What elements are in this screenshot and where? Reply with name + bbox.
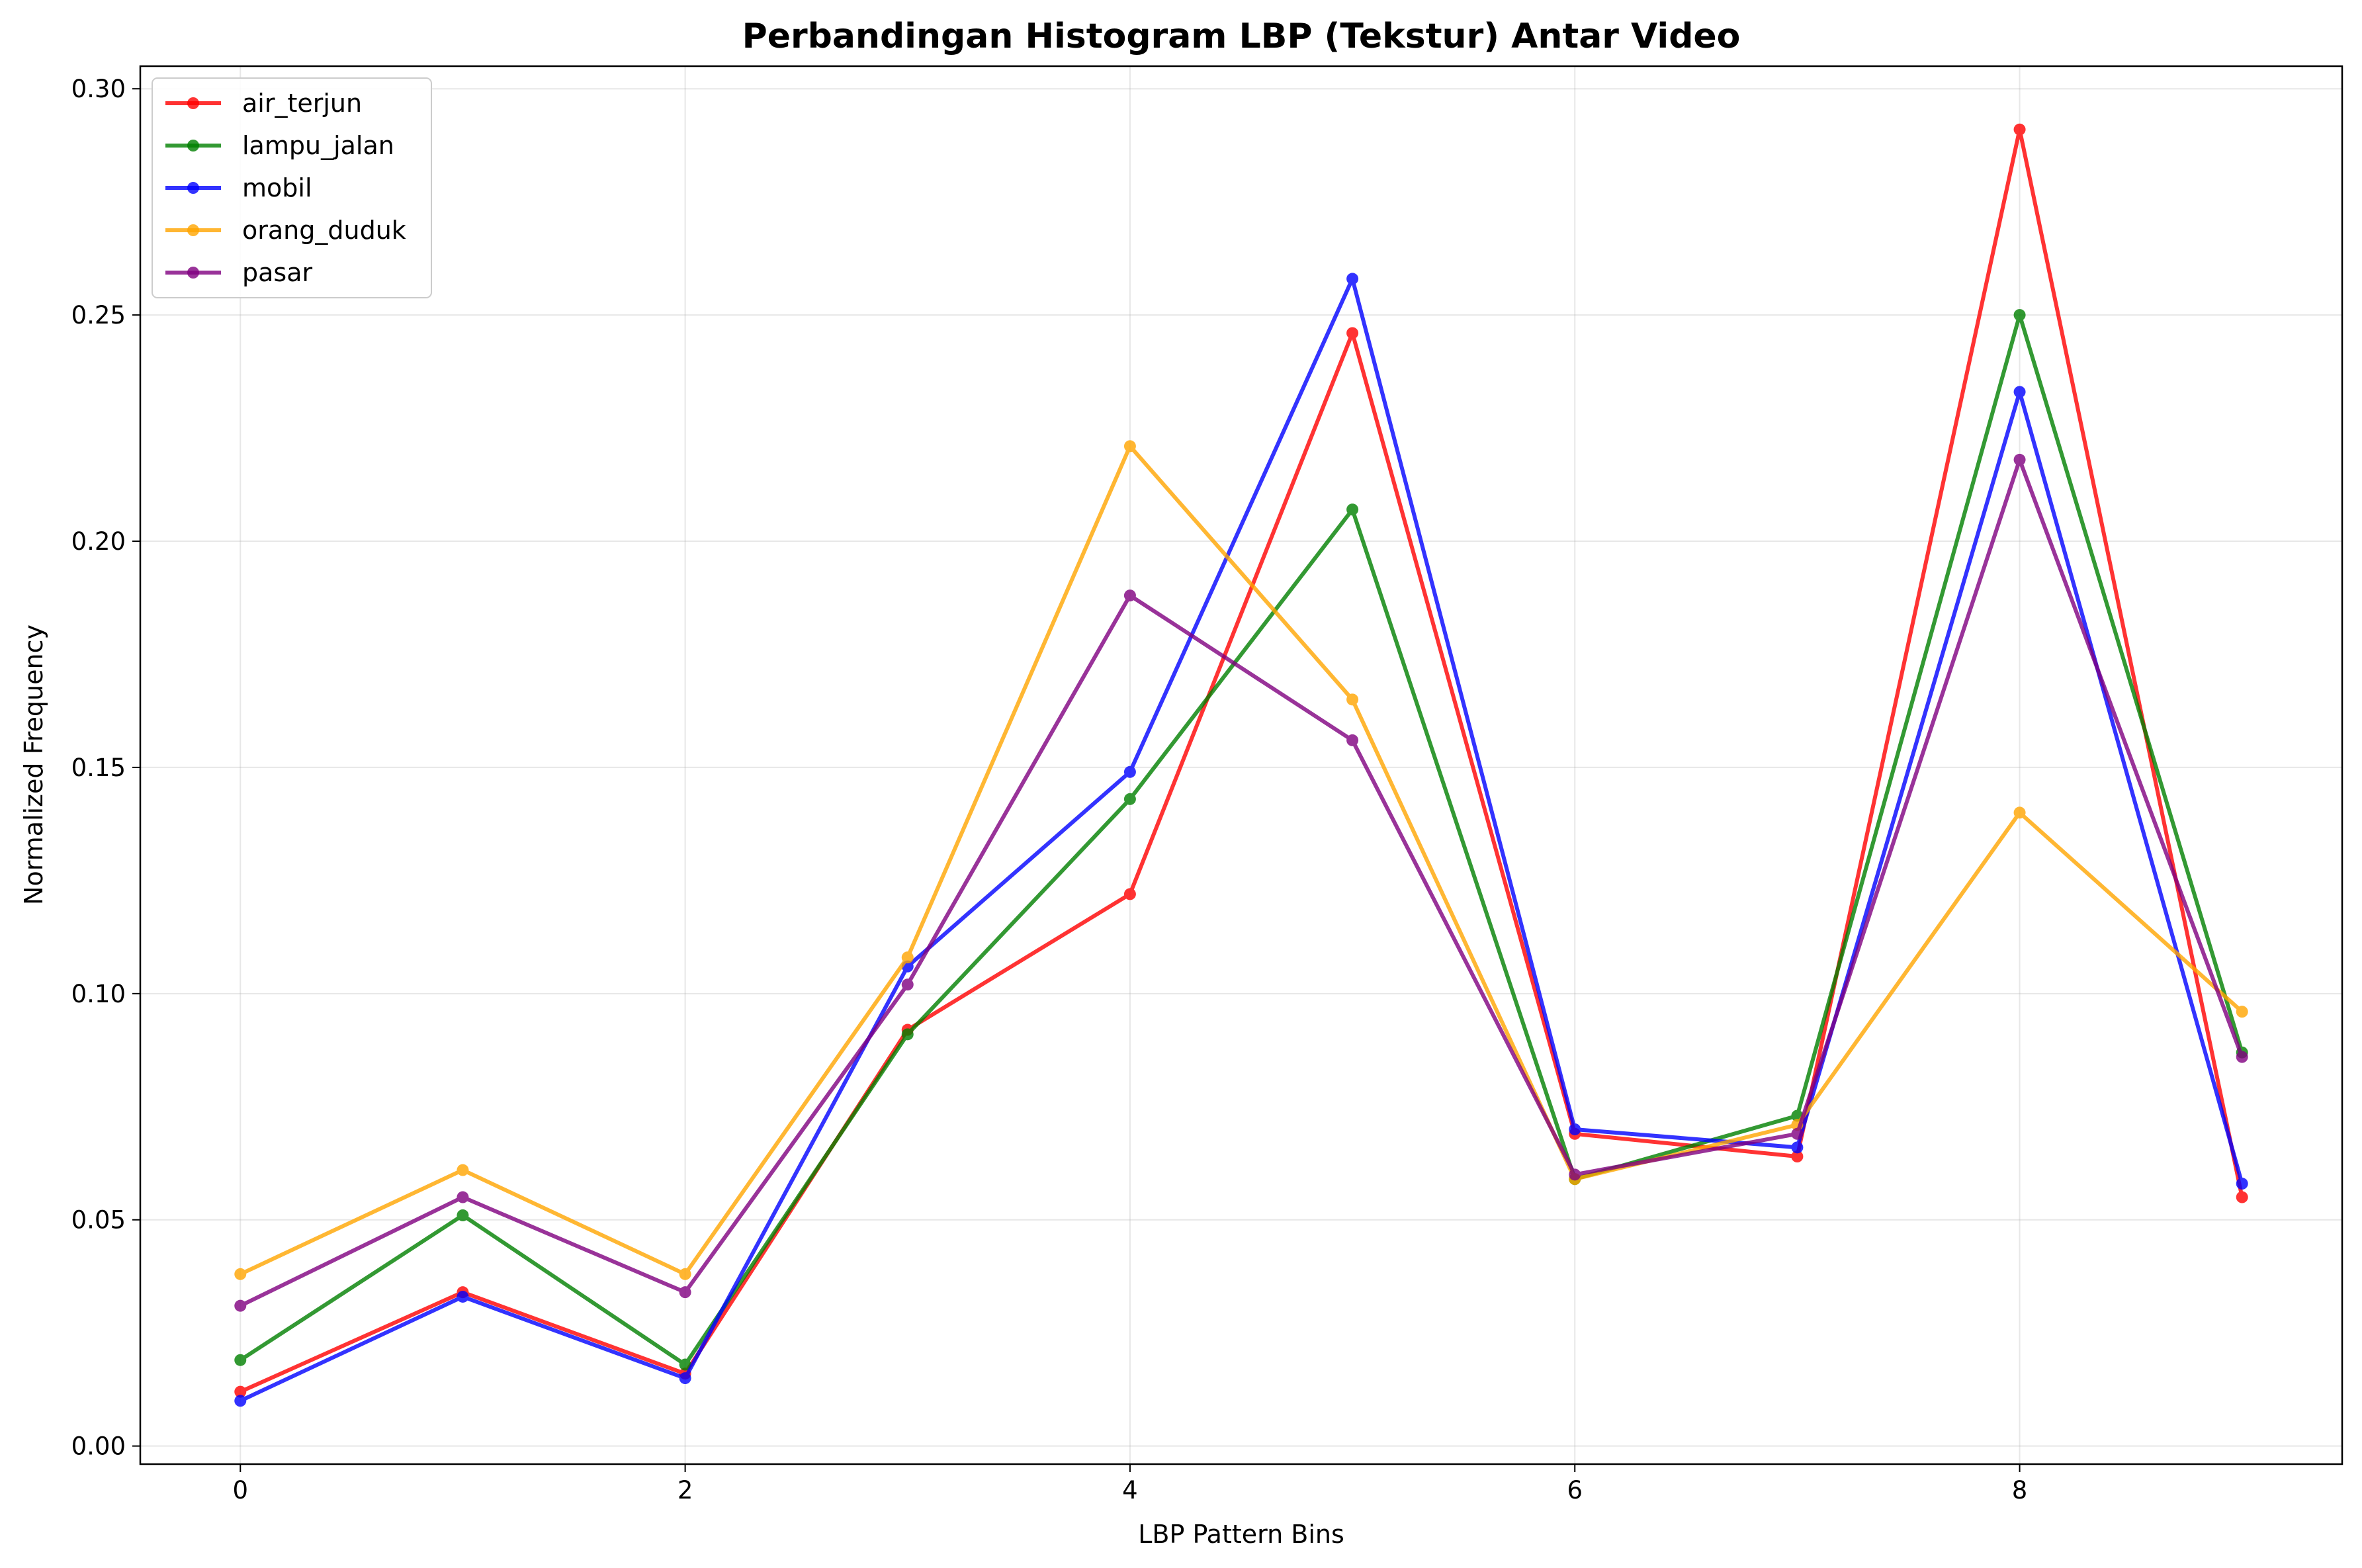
data-point-air-terjun [2013,123,2026,136]
data-point-pasar [1346,734,1359,746]
data-point-mobil [1346,273,1359,285]
y-tick-label: 0.00 [71,1432,126,1461]
data-point-lampu-jalan [457,1209,469,1221]
data-point-lampu-jalan [901,1028,914,1041]
series-orang-duduk [234,440,2248,1280]
data-point-orang-duduk [1346,693,1359,706]
data-point-mobil [1791,1141,1804,1154]
data-point-pasar [679,1286,691,1299]
data-point-air-terjun [1346,327,1359,339]
x-axis-label: LBP Pattern Bins [1138,1520,1344,1549]
legend-item-lampu-jalan: lampu_jalan [165,131,394,160]
data-point-pasar [2013,453,2026,466]
series-pasar [234,453,2248,1312]
data-point-air-terjun [234,1385,247,1398]
plot-frame [139,65,2343,1465]
x-tick-label: 6 [1567,1476,1583,1504]
data-point-orang-duduk [457,1164,469,1176]
data-point-pasar [2236,1051,2248,1063]
data-point-orang-duduk [901,951,914,964]
legend-item-mobil: mobil [165,173,312,202]
series-line-air-terjun [238,127,2244,1394]
y-axis-label: Normalized Frequency [19,625,48,905]
data-point-air-terjun [1791,1151,1804,1163]
y-tick-label: 0.15 [71,754,126,782]
data-point-mobil [2013,386,2026,398]
data-point-air-terjun [1123,888,1136,900]
x-tick-label: 2 [678,1476,693,1504]
x-tick-label: 8 [2012,1476,2028,1504]
series-line-mobil [238,277,2244,1403]
legend-swatch-marker [187,224,199,236]
data-point-lampu-jalan [1123,793,1136,805]
legend-swatch-marker [187,140,199,152]
data-point-orang-duduk [1123,440,1136,453]
series-line-orang-duduk [238,444,2244,1276]
data-point-orang-duduk [2236,1006,2248,1018]
y-tick-label: 0.30 [71,75,126,103]
legend-box [152,77,432,298]
legend-label: mobil [242,173,312,202]
data-point-mobil [1123,765,1136,778]
y-tick-label: 0.25 [71,301,126,329]
data-point-pasar [1791,1127,1804,1140]
y-tick-label: 0.20 [71,527,126,556]
data-point-pasar [1123,589,1136,602]
data-point-orang-duduk [234,1268,247,1280]
legend-swatch-marker [187,97,199,109]
x-axis: 0 2 4 6 8 [232,1464,2027,1504]
y-tick-label: 0.05 [71,1206,126,1235]
data-point-pasar [234,1299,247,1312]
legend-item-pasar: pasar [165,258,312,287]
data-point-lampu-jalan [679,1358,691,1371]
x-tick-label: 0 [232,1476,248,1504]
y-tick-label: 0.10 [71,980,126,1008]
legend-swatch-marker [187,182,199,194]
data-point-pasar [1569,1168,1581,1181]
y-axis: 0.00 0.05 0.10 0.15 0.20 0.25 0.30 [71,75,140,1461]
data-point-lampu-jalan [234,1354,247,1366]
legend-label: pasar [242,258,312,287]
data-point-pasar [457,1191,469,1203]
data-point-lampu-jalan [2013,309,2026,322]
series-mobil [234,273,2248,1407]
chart-title: Perbandingan Histogram LBP (Tekstur) Ant… [742,17,1741,56]
series-line-pasar [238,457,2244,1308]
legend-label: lampu_jalan [242,131,394,160]
data-point-lampu-jalan [1346,503,1359,516]
legend-item-air-terjun: air_terjun [165,89,362,118]
data-point-pasar [901,979,914,991]
legend-label: air_terjun [242,89,362,118]
legend-label: orang_duduk [242,216,406,245]
series-air-terjun [234,123,2248,1398]
legend-swatch-marker [187,267,199,279]
series-layer [234,123,2248,1407]
data-point-mobil [457,1290,469,1303]
data-point-mobil [234,1395,247,1407]
x-tick-label: 4 [1122,1476,1138,1504]
data-point-orang-duduk [2013,806,2026,819]
legend-item-orang-duduk: orang_duduk [165,216,406,245]
data-point-orang-duduk [679,1268,691,1280]
data-point-mobil [2236,1178,2248,1190]
series-line-lampu-jalan [238,313,2244,1367]
data-point-air-terjun [2236,1191,2248,1203]
data-point-mobil [1569,1123,1581,1135]
data-point-mobil [679,1372,691,1385]
